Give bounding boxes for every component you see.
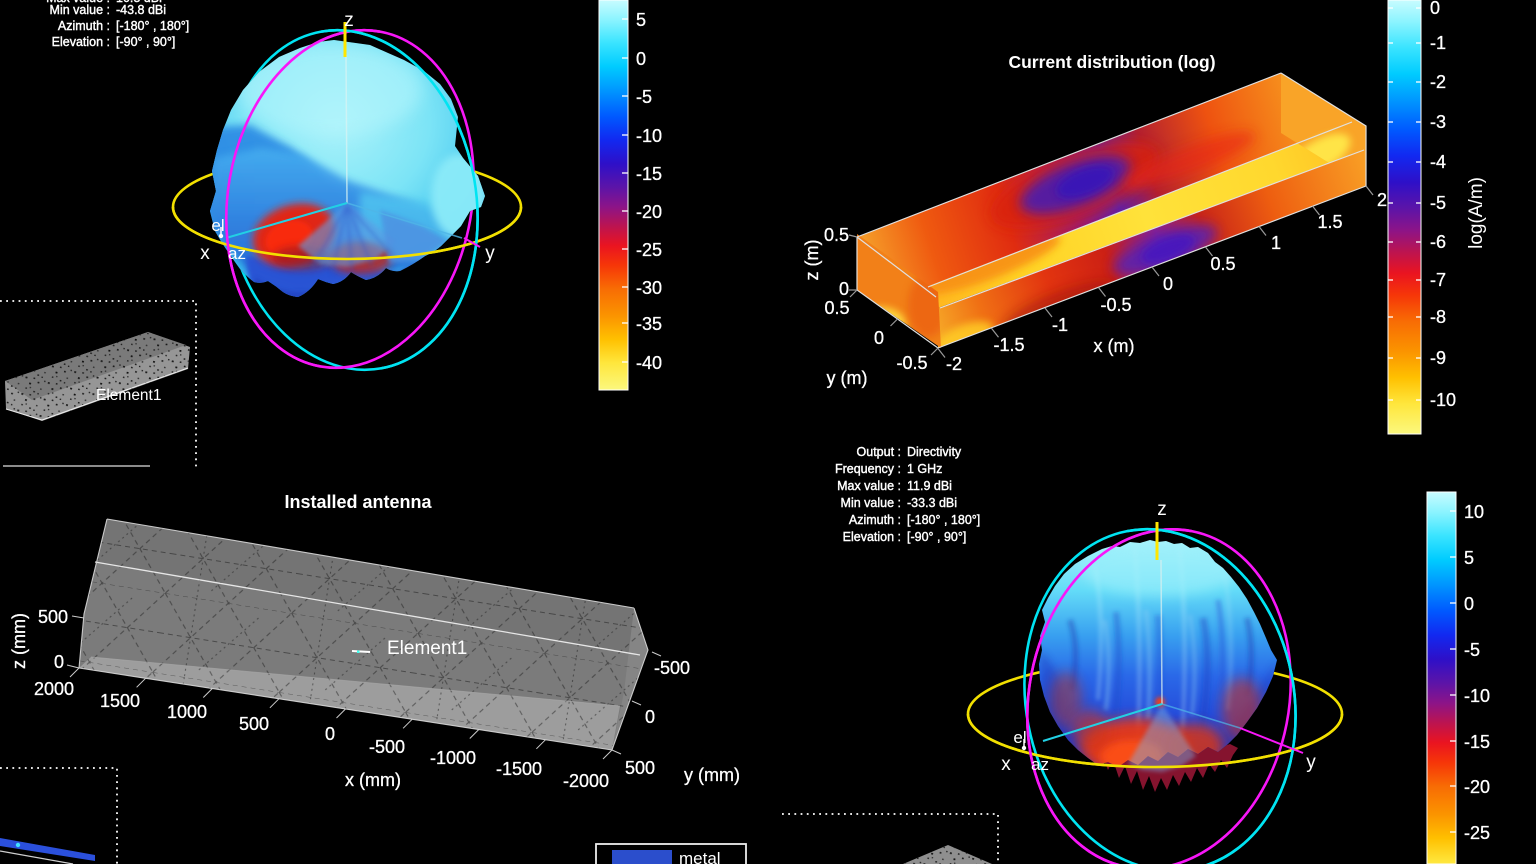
svg-text:-10: -10 <box>1464 686 1490 706</box>
svg-text:-40: -40 <box>636 353 662 373</box>
svg-text:1 GHz: 1 GHz <box>907 462 942 476</box>
svg-text:-15: -15 <box>1464 732 1490 752</box>
svg-text:Directivity: Directivity <box>907 445 962 459</box>
svg-text:az: az <box>228 244 246 263</box>
svg-text:0.5: 0.5 <box>1210 254 1235 274</box>
svg-text:0: 0 <box>325 724 335 744</box>
svg-text:500: 500 <box>239 714 269 734</box>
svg-text:Frequency :: Frequency : <box>835 462 901 476</box>
svg-text:z: z <box>1157 499 1167 520</box>
svg-text:10.3 dBi: 10.3 dBi <box>116 0 162 5</box>
svg-text:metal: metal <box>679 849 721 864</box>
svg-text:y: y <box>485 243 495 264</box>
svg-text:0: 0 <box>54 652 64 672</box>
svg-text:2: 2 <box>1377 190 1387 210</box>
svg-text:-35: -35 <box>636 314 662 334</box>
svg-text:-0.5: -0.5 <box>1100 295 1131 315</box>
svg-text:-500: -500 <box>369 737 405 757</box>
svg-text:-1: -1 <box>1430 33 1446 53</box>
svg-text:Max value :: Max value : <box>46 0 110 5</box>
svg-text:500: 500 <box>625 758 655 778</box>
svg-text:0: 0 <box>1430 0 1440 18</box>
svg-text:-7: -7 <box>1430 270 1446 290</box>
svg-text:-15: -15 <box>636 164 662 184</box>
svg-text:1: 1 <box>1271 233 1281 253</box>
svg-text:-25: -25 <box>1464 823 1490 843</box>
svg-text:Elevation :: Elevation : <box>52 35 110 49</box>
svg-text:Azimuth :: Azimuth : <box>849 513 901 527</box>
svg-text:-25: -25 <box>636 240 662 260</box>
svg-text:5: 5 <box>1464 548 1474 568</box>
svg-text:x (m): x (m) <box>1094 336 1135 356</box>
svg-text:-10: -10 <box>1430 390 1456 410</box>
svg-text:az: az <box>1031 755 1049 774</box>
svg-text:0: 0 <box>874 328 884 348</box>
svg-text:5: 5 <box>636 10 646 30</box>
svg-text:0: 0 <box>1464 594 1474 614</box>
svg-text:Min value :: Min value : <box>50 3 110 17</box>
svg-text:x: x <box>200 243 210 264</box>
svg-text:x: x <box>1001 754 1011 775</box>
svg-text:Element1: Element1 <box>96 387 161 404</box>
svg-text:Max value :: Max value : <box>837 479 901 493</box>
svg-text:Min value :: Min value : <box>841 496 901 510</box>
svg-text:0: 0 <box>1163 274 1173 294</box>
svg-text:-33.3 dBi: -33.3 dBi <box>907 496 957 510</box>
svg-text:-5: -5 <box>636 87 652 107</box>
svg-text:0.5: 0.5 <box>824 298 849 318</box>
svg-text:Installed antenna: Installed antenna <box>284 492 432 512</box>
svg-text:-5: -5 <box>1430 193 1446 213</box>
svg-text:[-90° , 90°]: [-90° , 90°] <box>116 35 175 49</box>
svg-text:-9: -9 <box>1430 348 1446 368</box>
svg-text:1500: 1500 <box>100 691 140 711</box>
svg-text:1.5: 1.5 <box>1317 212 1342 232</box>
svg-text:-2: -2 <box>946 354 962 374</box>
svg-text:1000: 1000 <box>167 702 207 722</box>
svg-text:-0.5: -0.5 <box>896 353 927 373</box>
svg-text:-4: -4 <box>1430 152 1446 172</box>
svg-text:el: el <box>1013 728 1026 747</box>
svg-text:el: el <box>211 216 224 235</box>
svg-text:0: 0 <box>636 49 646 69</box>
svg-text:-43.8 dBi: -43.8 dBi <box>116 3 166 17</box>
svg-text:Output :: Output : <box>857 445 901 459</box>
svg-text:Azimuth :: Azimuth : <box>58 19 110 33</box>
svg-text:y (m): y (m) <box>827 368 868 388</box>
svg-text:x (mm): x (mm) <box>345 770 401 790</box>
svg-text:0: 0 <box>645 707 655 727</box>
svg-text:y (mm): y (mm) <box>684 765 740 785</box>
svg-text:[-90° , 90°]: [-90° , 90°] <box>907 530 966 544</box>
svg-text:-6: -6 <box>1430 232 1446 252</box>
svg-text:-1500: -1500 <box>496 759 542 779</box>
svg-text:Elevation :: Elevation : <box>843 530 901 544</box>
svg-text:-10: -10 <box>636 126 662 146</box>
svg-text:z: z <box>344 10 354 31</box>
svg-text:500: 500 <box>38 607 68 627</box>
svg-text:-20: -20 <box>1464 777 1490 797</box>
svg-text:0.5: 0.5 <box>824 225 849 245</box>
svg-text:-500: -500 <box>654 658 690 678</box>
svg-text:-2000: -2000 <box>563 771 609 791</box>
svg-text:-1.5: -1.5 <box>993 335 1024 355</box>
svg-text:-20: -20 <box>636 202 662 222</box>
svg-text:log(A/m): log(A/m) <box>1466 177 1487 249</box>
svg-text:Current distribution (log): Current distribution (log) <box>1008 52 1215 72</box>
svg-text:-1: -1 <box>1052 315 1068 335</box>
svg-text:11.9 dBi: 11.9 dBi <box>907 479 952 493</box>
svg-text:y: y <box>1306 752 1316 773</box>
svg-text:z (m): z (m) <box>802 240 822 281</box>
svg-text:-8: -8 <box>1430 307 1446 327</box>
svg-text:-5: -5 <box>1464 640 1480 660</box>
svg-text:-1000: -1000 <box>430 748 476 768</box>
svg-text:0: 0 <box>839 279 849 299</box>
svg-text:10: 10 <box>1464 502 1484 522</box>
svg-text:Element1: Element1 <box>387 638 467 659</box>
svg-text:[-180° , 180°]: [-180° , 180°] <box>907 513 980 527</box>
svg-text:-3: -3 <box>1430 112 1446 132</box>
svg-text:-2: -2 <box>1430 72 1446 92</box>
svg-text:-30: -30 <box>636 278 662 298</box>
svg-text:2000: 2000 <box>34 679 74 699</box>
svg-text:z (mm): z (mm) <box>9 613 29 669</box>
svg-text:[-180° , 180°]: [-180° , 180°] <box>116 19 189 33</box>
